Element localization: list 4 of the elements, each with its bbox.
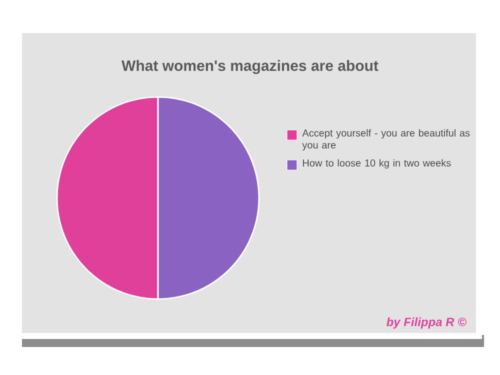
chart-title: What women's magazines are about [122,60,378,74]
legend-label: Accept yourself - you are beautiful as you are [302,129,470,151]
legend-label: How to loose 10 kg in two weeks [303,159,451,169]
text: by Filippa R © [386,317,466,329]
